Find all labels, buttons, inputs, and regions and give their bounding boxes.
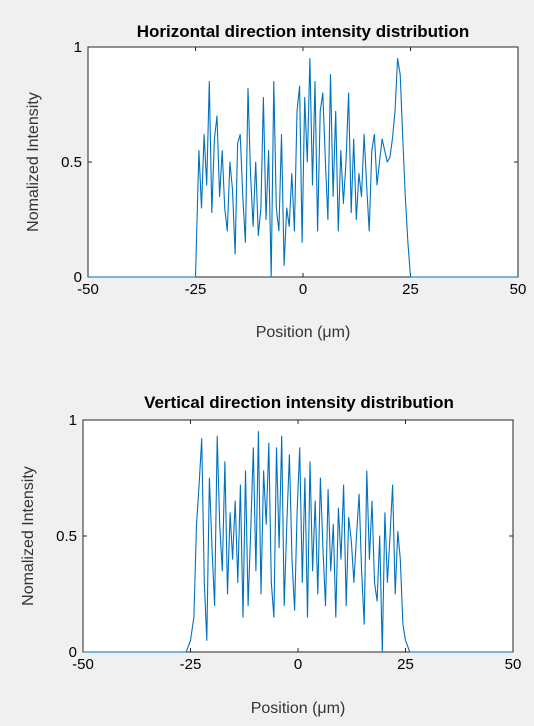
- x-tick-label: 0: [299, 281, 307, 298]
- x-tick-label: -50: [77, 281, 99, 298]
- x-axis-ticks: -50 -25 0 25 50: [72, 420, 521, 673]
- y-tick-label: 1: [74, 39, 82, 56]
- y-tick-label: 0.5: [56, 528, 77, 545]
- x-tick-label: -50: [72, 656, 94, 673]
- x-axis-label: Position (μm): [256, 324, 351, 341]
- y-tick-label: 1: [69, 412, 77, 429]
- y-axis-label: Nomalized Intensity: [20, 466, 37, 606]
- x-tick-label: -25: [185, 281, 207, 298]
- y-tick-label: 0: [74, 269, 82, 286]
- vertical-intensity-chart: Vertical direction intensity distributio…: [20, 393, 521, 717]
- horizontal-intensity-chart: Horizontal direction intensity distribut…: [25, 22, 526, 341]
- x-axis-ticks: -50 -25 0 25 50: [77, 47, 526, 298]
- intensity-line: [83, 431, 513, 653]
- y-tick-label: 0.5: [61, 154, 82, 171]
- intensity-line: [88, 57, 518, 278]
- plot-area: [82, 419, 514, 653]
- y-tick-label: 0: [69, 644, 77, 661]
- x-axis-label: Position (μm): [251, 700, 346, 717]
- chart-title: Horizontal direction intensity distribut…: [137, 22, 469, 41]
- x-tick-label: 25: [402, 281, 419, 298]
- x-tick-label: 50: [505, 656, 522, 673]
- x-tick-label: 25: [397, 656, 414, 673]
- y-axis-label: Nomalized Intensity: [25, 92, 42, 232]
- x-tick-label: 0: [294, 656, 302, 673]
- x-tick-label: -25: [180, 656, 202, 673]
- chart-title: Vertical direction intensity distributio…: [144, 393, 454, 412]
- x-tick-label: 50: [510, 281, 527, 298]
